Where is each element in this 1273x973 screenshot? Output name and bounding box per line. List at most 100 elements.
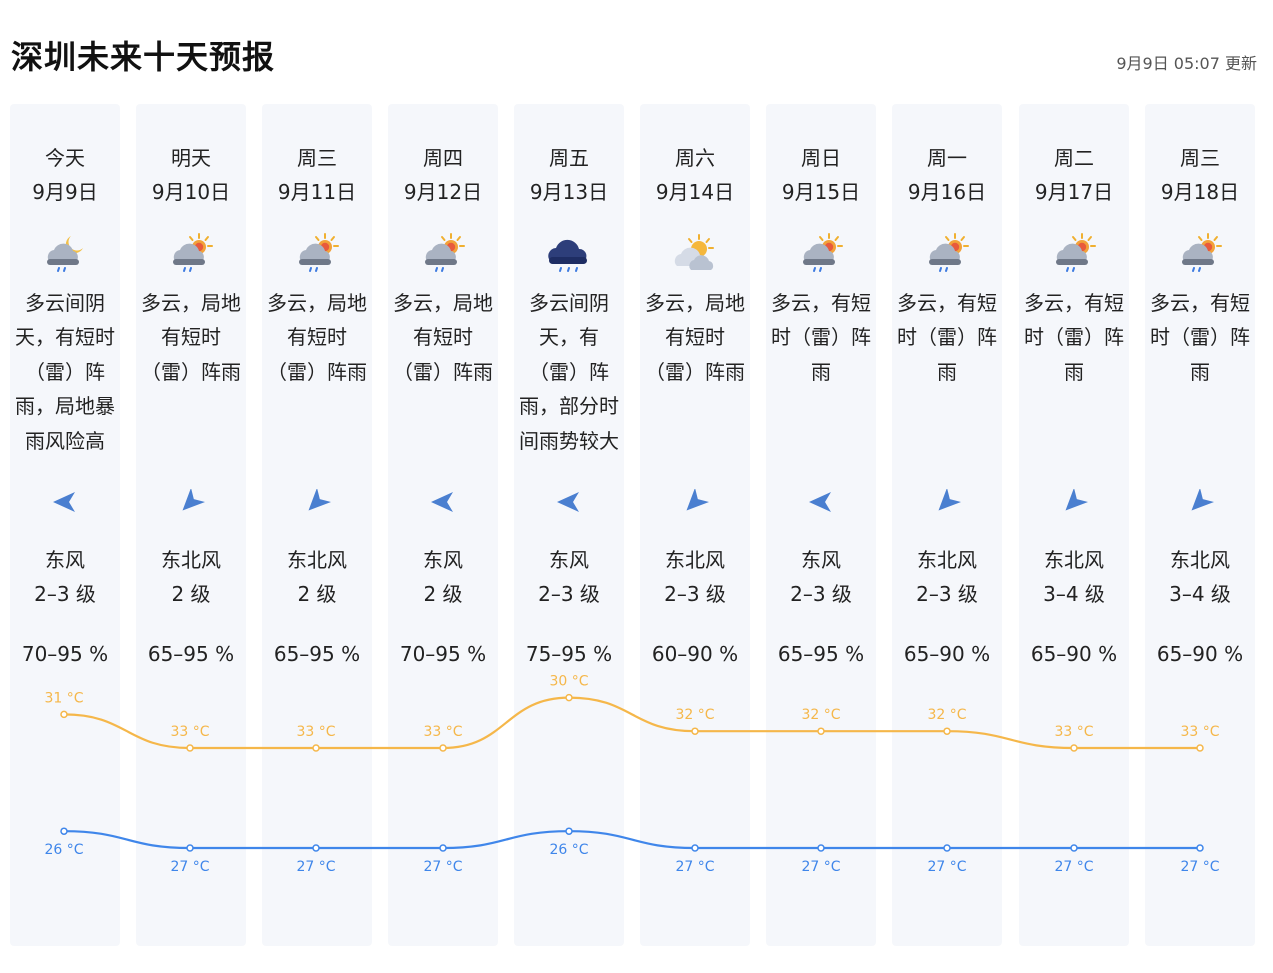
low-temp-label: 27 °C [1054,859,1093,875]
low-temp-label: 27 °C [675,859,714,875]
low-temp-point [817,844,825,852]
wind-level: 2 级 [171,582,211,606]
day-card: 周三 9月18日 多云，有短时（雷）阵雨 东北风 3–4 级 65–90 % [1145,104,1255,946]
day-card: 周五 9月13日 多云间阴天，有（雷）阵雨，部分时间雨势较大 东风 2–3 级 … [514,104,624,946]
day-name: 周三 [1180,146,1220,170]
high-temp-point [186,744,194,752]
low-temp-point [943,844,951,852]
low-temp-label: 27 °C [296,859,335,875]
high-temp-label: 33 °C [1180,724,1219,740]
high-temp-label: 32 °C [801,707,840,723]
cloud-sun-rain-icon [1176,232,1224,276]
weather-description: 多云，有短时（雷）阵雨 [771,291,871,384]
high-temp-label: 31 °C [44,690,83,706]
cloud-sun-rain-icon [923,232,971,276]
weather-description: 多云，局地有短时（雷）阵雨 [645,291,745,384]
day-date: 9月17日 [1034,180,1114,204]
low-temp-label: 26 °C [549,842,588,858]
low-temp-point [565,827,573,835]
wind-level: 2 级 [297,582,337,606]
day-card: 周三 9月11日 多云，局地有短时（雷）阵雨 东北风 2 级 65–95 % [262,104,372,946]
day-date: 9月14日 [655,180,735,204]
low-temp-label: 27 °C [927,859,966,875]
cloud-sun-rain-icon [419,232,467,276]
day-date: 9月13日 [529,180,609,204]
wind-level: 2–3 级 [664,582,726,606]
wind-direction: 东风 [801,548,841,572]
wind-direction-icon [303,487,332,515]
high-temp-label: 32 °C [927,707,966,723]
humidity: 65–90 % [1156,642,1244,666]
day-card: 明天 9月10日 多云，局地有短时（雷）阵雨 东北风 2 级 65–95 % [136,104,246,946]
high-temp-point [691,727,699,735]
wind-direction-icon [1060,487,1089,515]
wind-direction-icon [51,489,79,515]
cloud-sun-rain-icon [797,232,845,276]
wind-direction-icon [429,489,457,515]
day-name: 周二 [1054,146,1094,170]
day-date: 9月16日 [907,180,987,204]
wind-direction: 东北风 [1044,548,1104,572]
high-temp-label: 32 °C [675,707,714,723]
high-temp-point [439,744,447,752]
low-temp-line [63,830,1200,850]
high-temp-point [943,727,951,735]
day-date: 9月12日 [403,180,483,204]
weather-description: 多云间阴天，有短时（雷）阵雨，局地暴雨风险高 [15,291,115,453]
wind-direction-icon [555,489,583,515]
wind-direction: 东北风 [1170,548,1230,572]
wind-direction: 东北风 [287,548,347,572]
wind-direction: 东北风 [917,548,977,572]
wind-direction: 东风 [45,548,85,572]
wind-level: 2–3 级 [916,582,978,606]
humidity: 70–95 % [399,642,487,666]
wind-direction-icon [807,489,835,515]
page-title: 深圳未来十天预报 [11,38,276,76]
day-name: 周日 [801,146,841,170]
day-name: 明天 [171,146,211,170]
humidity: 70–95 % [21,642,109,666]
low-temp-point [1196,844,1204,852]
low-temp-label: 27 °C [423,859,462,875]
high-temp-point [1196,744,1204,752]
day-card: 周四 9月12日 多云，局地有短时（雷）阵雨 东风 2 级 70–95 % [388,104,498,946]
low-temp-point [1070,844,1078,852]
low-temp-label: 27 °C [801,859,840,875]
day-card: 周日 9月15日 多云，有短时（雷）阵雨 东风 2–3 级 65–95 % [766,104,876,946]
weather-description: 多云，局地有短时（雷）阵雨 [267,291,367,384]
wind-level: 2 级 [423,582,463,606]
weather-description: 多云，局地有短时（雷）阵雨 [393,291,493,384]
wind-direction-icon [681,487,710,515]
humidity: 65–90 % [903,642,991,666]
day-card: 周一 9月16日 多云，有短时（雷）阵雨 东北风 2–3 级 65–90 % [892,104,1002,946]
wind-level: 2–3 级 [34,582,96,606]
day-name: 周三 [297,146,337,170]
day-name: 周四 [423,146,463,170]
high-temp-point [817,727,825,735]
day-card: 周六 9月14日 多云，局地有短时（雷）阵雨 东北风 2–3 级 60–90 % [640,104,750,946]
cloud-sun-rain-icon [293,232,341,276]
low-temp-point [186,844,194,852]
wind-direction-icon [933,487,962,515]
wind-direction: 东风 [423,548,463,572]
day-name: 周五 [549,146,589,170]
humidity: 75–95 % [525,642,613,666]
wind-level: 2–3 级 [538,582,600,606]
sun-cloud-icon [671,232,719,276]
high-temp-label: 33 °C [296,724,335,740]
humidity: 65–95 % [273,642,361,666]
cloud-sun-rain-icon [1050,232,1098,276]
day-card: 周二 9月17日 多云，有短时（雷）阵雨 东北风 3–4 级 65–90 % [1019,104,1129,946]
low-temp-label: 27 °C [1180,859,1219,875]
day-name: 周六 [675,146,715,170]
high-temp-point [60,710,68,719]
low-temp-label: 26 °C [44,842,83,858]
humidity: 65–95 % [147,642,235,666]
day-card: 今天 9月9日 多云间阴天，有短时（雷）阵雨，局地暴雨风险高 东风 2–3 级 … [10,104,120,946]
high-temp-label: 33 °C [423,724,462,740]
day-name: 周一 [927,146,967,170]
high-temp-label: 33 °C [1054,724,1093,740]
day-name: 今天 [45,146,85,170]
